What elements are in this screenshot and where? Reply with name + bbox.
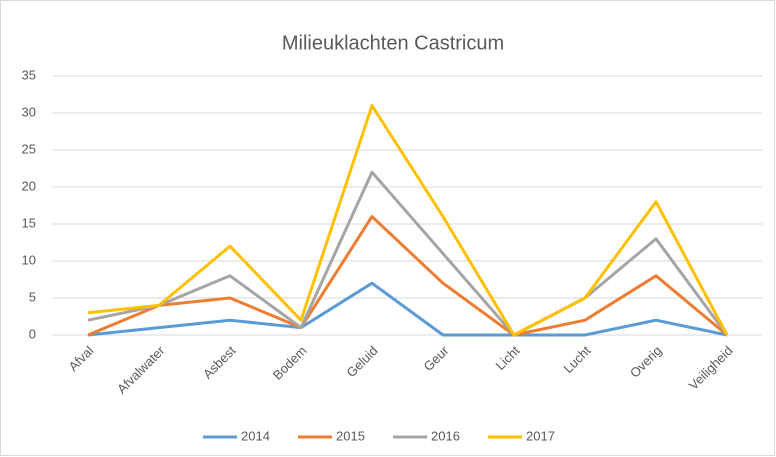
y-tick-label: 15 — [22, 215, 36, 230]
legend-label: 2014 — [241, 428, 270, 443]
data-line — [87, 170, 729, 337]
data-line — [87, 104, 729, 337]
y-tick-label: 30 — [22, 104, 36, 119]
legend-label: 2015 — [336, 428, 365, 443]
data-line — [87, 215, 728, 337]
legend-label: 2016 — [431, 428, 460, 443]
y-tick-label: 35 — [22, 67, 36, 82]
chart-title: Milieuklachten Castricum — [282, 32, 504, 54]
y-tick-label: 10 — [22, 252, 36, 267]
y-tick-label: 20 — [22, 178, 36, 193]
y-tick-label: 25 — [22, 141, 36, 156]
data-line — [87, 281, 728, 337]
legend-label: 2017 — [526, 428, 555, 443]
y-tick-label: 5 — [29, 289, 36, 304]
y-tick-label: 0 — [29, 326, 36, 341]
